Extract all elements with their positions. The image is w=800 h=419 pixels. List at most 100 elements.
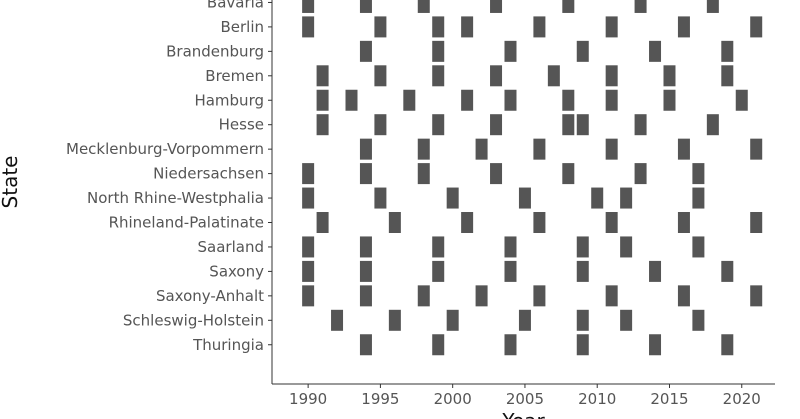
- election-cell: [490, 0, 503, 13]
- election-cell: [490, 114, 503, 136]
- election-cell: [649, 260, 662, 282]
- election-cell: [634, 0, 647, 13]
- y-tick-label: Hesse: [219, 116, 264, 134]
- election-cell: [316, 114, 329, 136]
- election-cell: [461, 89, 474, 111]
- x-tick-label: 2015: [650, 390, 688, 408]
- election-cell: [576, 114, 589, 136]
- x-axis-title: Year: [501, 409, 545, 419]
- election-cell: [432, 334, 445, 356]
- election-cell: [634, 114, 647, 136]
- election-cell: [374, 114, 387, 136]
- election-cell: [518, 187, 531, 209]
- x-axis: 1990 1995 2000 2005 2010 2015 2020: [272, 383, 775, 408]
- election-cell: [504, 40, 517, 62]
- election-cell: [316, 89, 329, 111]
- election-cell: [562, 89, 575, 111]
- y-tick-label: Saxony: [209, 262, 264, 280]
- election-cell: [316, 212, 329, 233]
- election-cell: [692, 309, 705, 331]
- election-cell: [417, 285, 430, 307]
- y-tick-label: Bremen: [205, 67, 264, 85]
- election-cell: [446, 309, 459, 331]
- x-tick-label: 2010: [578, 390, 616, 408]
- election-cell: [677, 212, 690, 233]
- election-cell: [388, 309, 401, 331]
- election-cell: [504, 89, 517, 111]
- election-cell: [432, 65, 445, 87]
- election-cell: [721, 40, 734, 62]
- x-tick-label: 2005: [506, 390, 544, 408]
- election-cell: [461, 16, 474, 38]
- election-cell: [721, 334, 734, 356]
- election-cell: [750, 16, 763, 38]
- y-axis-title: State: [0, 156, 22, 209]
- election-cell: [359, 40, 372, 62]
- election-cell: [562, 163, 575, 185]
- election-cell: [750, 285, 763, 307]
- election-cell: [562, 114, 575, 136]
- election-cell: [432, 236, 445, 258]
- x-tick-label: 1995: [361, 390, 399, 408]
- election-cell: [345, 89, 358, 111]
- election-cell: [490, 163, 503, 185]
- election-cell: [302, 285, 315, 307]
- election-cell: [576, 40, 589, 62]
- election-cell: [576, 309, 589, 331]
- election-cell: [576, 334, 589, 356]
- y-axis: Baden-WürttembergBavariaBerlinBrandenbur…: [66, 0, 273, 384]
- y-tick-label: Schleswig-Holstein: [123, 311, 264, 329]
- y-tick-label: North Rhine-Westphalia: [87, 189, 264, 207]
- election-cell: [677, 285, 690, 307]
- election-cell: [403, 89, 416, 111]
- election-cell: [432, 260, 445, 282]
- election-cell: [359, 236, 372, 258]
- election-cell: [302, 187, 315, 209]
- election-cell: [388, 212, 401, 233]
- y-tick-label: Brandenburg: [166, 42, 264, 60]
- election-cell: [359, 138, 372, 160]
- election-cell: [735, 89, 748, 111]
- election-cell: [504, 236, 517, 258]
- election-cell: [359, 163, 372, 185]
- election-cell: [417, 138, 430, 160]
- y-tick-label: Hamburg: [194, 91, 264, 109]
- election-cell: [605, 285, 618, 307]
- y-tick-label: Mecklenburg-Vorpommern: [66, 140, 264, 158]
- election-cell: [432, 114, 445, 136]
- election-cell: [721, 260, 734, 282]
- election-cell: [316, 65, 329, 87]
- election-cell: [302, 163, 315, 185]
- election-cell: [533, 285, 546, 307]
- election-cell: [302, 260, 315, 282]
- election-cell: [432, 40, 445, 62]
- election-cell: [620, 236, 633, 258]
- election-cell: [302, 16, 315, 38]
- election-cell: [475, 138, 488, 160]
- election-cell: [359, 334, 372, 356]
- election-cell: [591, 187, 604, 209]
- y-tick-label: Rhineland-Palatinate: [109, 214, 264, 232]
- election-cell: [504, 260, 517, 282]
- election-cell: [721, 65, 734, 87]
- y-tick-label: Thuringia: [192, 336, 264, 354]
- election-cell: [504, 334, 517, 356]
- y-tick-label: Bavaria: [207, 0, 264, 11]
- election-cell: [374, 65, 387, 87]
- election-cell: [692, 163, 705, 185]
- election-cell: [692, 236, 705, 258]
- election-cell: [475, 285, 488, 307]
- election-cell: [374, 16, 387, 38]
- election-cell: [620, 309, 633, 331]
- x-tick-label: 2020: [723, 390, 761, 408]
- election-cell: [576, 236, 589, 258]
- election-cell: [692, 187, 705, 209]
- election-cell: [649, 40, 662, 62]
- election-cell: [750, 138, 763, 160]
- x-tick-label: 2000: [434, 390, 472, 408]
- election-cell: [374, 187, 387, 209]
- election-cell: [605, 65, 618, 87]
- election-cell: [663, 65, 676, 87]
- election-cell: [533, 138, 546, 160]
